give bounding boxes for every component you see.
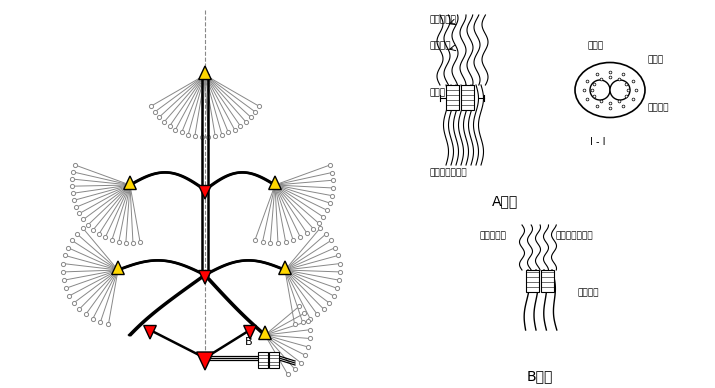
Polygon shape <box>259 326 271 340</box>
Text: B: B <box>245 337 252 347</box>
Text: 连接雷管导爆管: 连接雷管导爆管 <box>555 231 593 240</box>
Text: 炮孔导爆管: 炮孔导爆管 <box>430 15 457 24</box>
Polygon shape <box>144 326 157 339</box>
Text: 导爆管: 导爆管 <box>588 41 604 50</box>
Text: 连接雷管: 连接雷管 <box>430 41 451 50</box>
Polygon shape <box>279 261 291 274</box>
Polygon shape <box>199 185 212 199</box>
Polygon shape <box>199 66 212 80</box>
Bar <box>461 85 474 110</box>
FancyBboxPatch shape <box>258 352 268 368</box>
Text: 引爆电雷管: 引爆电雷管 <box>479 231 506 240</box>
Polygon shape <box>112 261 124 274</box>
Polygon shape <box>199 270 212 284</box>
Bar <box>526 270 539 292</box>
Circle shape <box>610 80 630 100</box>
Polygon shape <box>244 326 256 339</box>
Text: 起爆引线: 起爆引线 <box>577 288 598 297</box>
Text: 黑胶布: 黑胶布 <box>648 55 664 64</box>
Text: I - I: I - I <box>590 137 606 147</box>
Text: A详图: A详图 <box>492 194 518 208</box>
Ellipse shape <box>575 62 645 118</box>
Polygon shape <box>269 176 281 189</box>
Text: B详图: B详图 <box>527 369 553 383</box>
Text: 连接雷管: 连接雷管 <box>648 103 669 112</box>
Polygon shape <box>197 352 213 370</box>
Circle shape <box>590 80 610 100</box>
Bar <box>446 85 459 110</box>
Text: 连接雷管导爆管: 连接雷管导爆管 <box>430 168 468 177</box>
Text: 黑胶布: 黑胶布 <box>430 88 446 97</box>
Polygon shape <box>124 176 137 189</box>
Bar <box>541 270 554 292</box>
FancyBboxPatch shape <box>269 352 279 368</box>
